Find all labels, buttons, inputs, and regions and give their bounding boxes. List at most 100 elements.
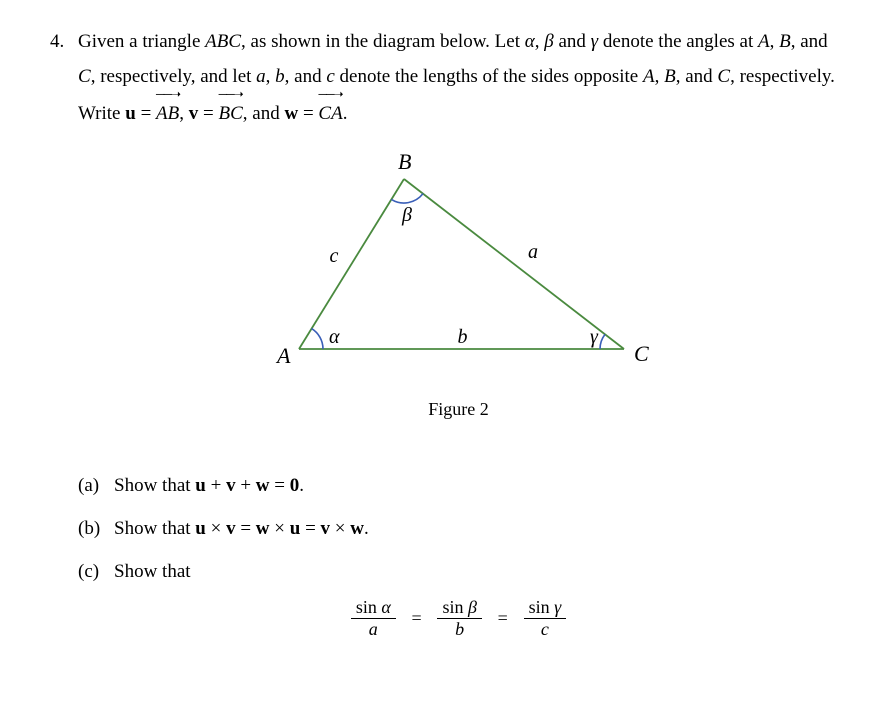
frac-gamma: sin γ c	[522, 598, 569, 641]
law-of-sines: sin α a = sin β b = sin γ c	[78, 598, 839, 641]
problem-4: 4. Given a triangle ABC, as shown in the…	[50, 24, 839, 640]
equals: =	[489, 600, 517, 637]
text: , as shown in the diagram below. Let	[241, 31, 525, 52]
subpart-c: (c) Show that	[78, 553, 839, 592]
u: u	[195, 518, 206, 539]
alpha: α	[381, 597, 390, 617]
subpart-label: (a)	[78, 467, 114, 506]
subpart-label: (b)	[78, 510, 114, 549]
beta: β	[544, 31, 553, 52]
svg-text:γ: γ	[590, 326, 599, 348]
vertex-c2: C	[717, 66, 730, 87]
text: , and	[243, 103, 285, 124]
text: Show that	[114, 518, 195, 539]
u: u	[195, 475, 206, 496]
frac-beta: sin β b	[435, 598, 483, 641]
arrow-icon: ──➝	[218, 88, 242, 100]
vertex-b: B	[779, 31, 791, 52]
v: v	[226, 475, 236, 496]
text: ,	[266, 66, 276, 87]
sin: sin	[356, 597, 382, 617]
vec-text: CA	[318, 103, 342, 124]
sin: sin	[442, 597, 468, 617]
text: .	[299, 475, 304, 496]
subpart-text: Show that u + v + w = 0.	[114, 467, 304, 506]
text: =	[270, 475, 290, 496]
text: , respectively, and let	[91, 66, 256, 87]
text: ×	[330, 518, 350, 539]
vec-v: v	[189, 103, 199, 124]
text: ,	[179, 103, 189, 124]
vec-text: BC	[218, 103, 242, 124]
side-b: b	[275, 66, 285, 87]
equals: =	[403, 600, 431, 637]
den-b: b	[437, 619, 481, 640]
text: =	[300, 518, 320, 539]
v2: v	[321, 518, 331, 539]
side-a: a	[256, 66, 266, 87]
svg-text:A: A	[275, 343, 291, 368]
text: =	[236, 518, 256, 539]
w: w	[256, 518, 270, 539]
subpart-b: (b) Show that u × v = w × u = v × w.	[78, 510, 839, 549]
problem-body: Given a triangle ABC, as shown in the di…	[78, 24, 839, 640]
beta: β	[468, 597, 477, 617]
text: and	[554, 31, 591, 52]
triangle-diagram: ABCabcαβγ	[249, 149, 669, 379]
text: ×	[270, 518, 290, 539]
svg-text:C: C	[634, 341, 649, 366]
svg-text:B: B	[398, 149, 411, 174]
subpart-label: (c)	[78, 553, 114, 592]
text: +	[206, 475, 226, 496]
svg-text:β: β	[401, 204, 412, 226]
text: ,	[535, 31, 545, 52]
side-c: c	[326, 66, 334, 87]
svg-text:α: α	[329, 326, 340, 348]
vertex-b2: B	[664, 66, 676, 87]
text: , and	[676, 66, 718, 87]
u2: u	[290, 518, 301, 539]
text: denote the angles at	[598, 31, 758, 52]
subpart-text: Show that	[114, 553, 191, 592]
text: ,	[655, 66, 665, 87]
arrow-icon: ──➝	[318, 88, 342, 100]
subpart-a: (a) Show that u + v + w = 0.	[78, 467, 839, 506]
vertex-a: A	[758, 31, 770, 52]
text: , and	[791, 31, 828, 52]
vector-ca: ──➝CA	[318, 94, 342, 131]
triangle-name: ABC	[205, 31, 241, 52]
svg-text:b: b	[457, 326, 467, 348]
w2: w	[350, 518, 364, 539]
text: =	[198, 103, 218, 124]
vector-bc: ──➝BC	[218, 94, 242, 131]
svg-text:a: a	[528, 241, 538, 263]
text: =	[298, 103, 318, 124]
text: Given a triangle	[78, 31, 205, 52]
sin: sin	[529, 597, 555, 617]
vector-ab: ──➝AB	[156, 94, 179, 131]
arrow-icon: ──➝	[156, 88, 179, 100]
den-c: c	[524, 619, 567, 640]
alpha: α	[525, 31, 535, 52]
text: .	[343, 103, 348, 124]
text: =	[136, 103, 156, 124]
vec-u: u	[125, 103, 136, 124]
text: ×	[206, 518, 226, 539]
den-a: a	[351, 619, 396, 640]
v: v	[226, 518, 236, 539]
problem-number: 4.	[50, 24, 78, 59]
vec-text: AB	[156, 103, 179, 124]
vertex-c: C	[78, 66, 91, 87]
vertex-a2: A	[643, 66, 655, 87]
w: w	[256, 475, 270, 496]
text: .	[364, 518, 369, 539]
zero: 0	[290, 475, 300, 496]
text: Show that	[114, 475, 195, 496]
text: Show that	[114, 561, 191, 582]
subparts: (a) Show that u + v + w = 0. (b) Show th…	[78, 467, 839, 640]
figure-block: ABCabcαβγ Figure 2	[78, 149, 839, 426]
text: , and	[285, 66, 327, 87]
gamma: γ	[554, 597, 561, 617]
figure-caption: Figure 2	[78, 393, 839, 426]
subpart-text: Show that u × v = w × u = v × w.	[114, 510, 369, 549]
